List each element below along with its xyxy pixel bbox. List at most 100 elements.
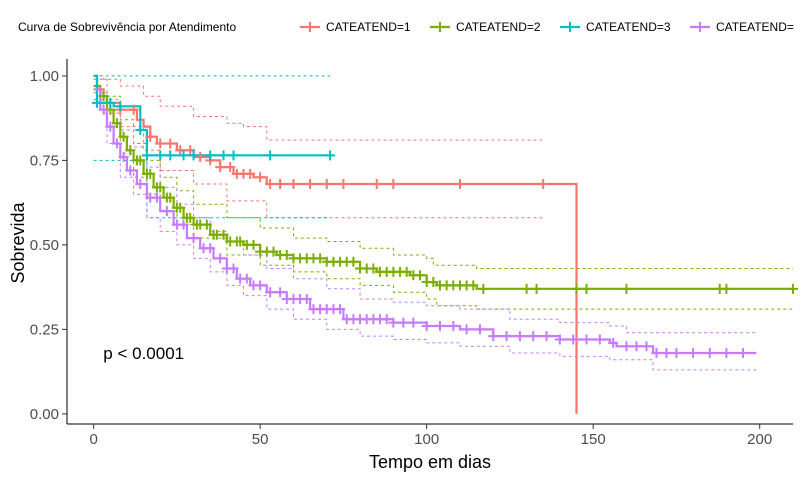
series-4-censor-mark: [581, 334, 592, 345]
series-1-censor-mark: [175, 145, 186, 156]
series-1-ci-lower: [93, 99, 544, 219]
y-tick-label: 1.00: [30, 68, 59, 85]
legend-label-cateatend-1: CATEATEND=1: [326, 20, 411, 34]
series-3-censor-mark: [91, 97, 102, 108]
series-4-censor-mark: [205, 243, 216, 254]
series-1-censor-mark: [245, 168, 256, 179]
series-2-censor-mark: [155, 182, 166, 193]
series-4-censor-mark: [335, 304, 346, 315]
series-2-censor-mark: [165, 192, 176, 203]
series-4-censor-mark: [671, 348, 682, 359]
legend-label-cateatend-3: CATEATEND=3: [586, 20, 671, 34]
series-4-censor-mark: [688, 348, 699, 359]
series-2-censor-mark: [175, 202, 186, 213]
series-2-censor-mark: [581, 283, 592, 294]
legend-key-cross: [305, 22, 315, 32]
series-4-censor-mark: [161, 206, 172, 217]
series-1-censor-mark: [215, 162, 226, 173]
series-4-censor-mark: [381, 314, 392, 325]
series-4-censor-mark: [738, 348, 749, 359]
series-2-censor-mark: [218, 229, 229, 240]
series-4-censor-mark: [541, 331, 552, 342]
legend-key-cross: [565, 22, 575, 32]
series-2-censor-mark: [621, 283, 632, 294]
legend-key-cross: [435, 22, 445, 32]
series-4-censor-mark: [488, 331, 499, 342]
series-1-censor-mark: [371, 179, 382, 190]
series-4-censor-mark: [448, 320, 459, 331]
series-2-censor-mark: [788, 283, 798, 294]
series-4-censor-mark: [421, 320, 432, 331]
y-tick-label: 0.00: [30, 406, 59, 423]
series-3-censor-mark: [218, 150, 229, 161]
series-2-censor-mark: [415, 270, 426, 281]
series-1-censor-mark: [454, 179, 465, 190]
x-axis-title: Tempo em dias: [369, 452, 491, 472]
series-1-ci-upper: [93, 75, 544, 141]
series-1-censor-mark: [255, 172, 266, 183]
series-2-censor-mark: [118, 131, 129, 142]
series-2-ci-lower: [93, 92, 793, 310]
legend-label-cateatend-2: CATEATEND=2: [456, 20, 541, 34]
series-2-censor-mark: [185, 212, 196, 223]
series-4-censor-mark: [255, 280, 266, 291]
series-4-censor-mark: [111, 138, 122, 149]
series-2-censor-mark: [478, 283, 489, 294]
series-1-censor-mark: [305, 179, 316, 190]
series-4-censor-mark: [641, 341, 652, 352]
series-2-censor-mark: [248, 239, 259, 250]
series-3-survival-line: [93, 74, 331, 157]
series-3-censor-mark: [228, 150, 239, 161]
series-4-censor-mark: [188, 233, 199, 244]
series-1-censor-mark: [275, 179, 286, 190]
series-4-censor-mark: [661, 348, 672, 359]
legend: Curva de Sobrevivência por Atendimento C…: [18, 20, 794, 34]
series-1-censor-mark: [321, 179, 332, 190]
series-2-censor-mark: [428, 277, 439, 288]
series-1-censor-mark: [128, 104, 139, 115]
x-tick-label: 50: [252, 431, 269, 448]
series-3-censor-mark: [188, 150, 199, 161]
series-2-censor-mark: [111, 118, 122, 129]
series-2-censor-mark: [315, 253, 326, 264]
series-4-censor-mark: [594, 334, 605, 345]
series-2-censor-mark: [348, 256, 359, 267]
series-4-censor-mark: [125, 165, 136, 176]
series-4-censor-mark: [528, 331, 539, 342]
series-3-censor-mark: [135, 124, 146, 135]
series-4-censor-mark: [608, 337, 619, 348]
series-3-censor-mark: [115, 101, 126, 112]
x-tick-label: 100: [414, 431, 439, 448]
series-4-censor-mark: [651, 348, 662, 359]
series-1-censor-mark: [388, 179, 399, 190]
series-3-ci-lower: [93, 159, 331, 219]
series-1-survival-line: [93, 74, 578, 414]
y-tick-label: 0.25: [30, 321, 59, 338]
legend-key-cross: [695, 22, 705, 32]
x-tick-label: 0: [89, 431, 97, 448]
series-4-censor-mark: [215, 253, 226, 264]
legend-title: Curva de Sobrevivência por Atendimento: [18, 20, 236, 34]
series-1-censor-mark: [185, 145, 196, 156]
series-1-censor-mark: [195, 152, 206, 163]
series-3-censor-mark: [141, 150, 152, 161]
series-2-censor-mark: [721, 283, 732, 294]
series-2-censor-mark: [201, 219, 212, 230]
series-2-censor-mark: [135, 155, 146, 166]
series-4-censor-mark: [568, 334, 579, 345]
series-4-censor-mark: [118, 152, 129, 163]
series-2-censor-mark: [368, 263, 379, 274]
series-4-censor-mark: [704, 348, 715, 359]
series-1-censor-marks: [115, 104, 549, 190]
series-1-censor-mark: [288, 179, 299, 190]
series-4-censor-mark: [721, 348, 732, 359]
series-2-censor-mark: [401, 266, 412, 277]
series-3-censor-mark: [325, 150, 336, 161]
series-4-censor-mark: [554, 334, 565, 345]
series-1-censor-mark: [338, 179, 349, 190]
series-2-censor-mark: [531, 283, 542, 294]
series-4-censor-mark: [178, 219, 189, 230]
series-2-censor-mark: [521, 283, 532, 294]
series-3-censor-mark: [265, 150, 276, 161]
